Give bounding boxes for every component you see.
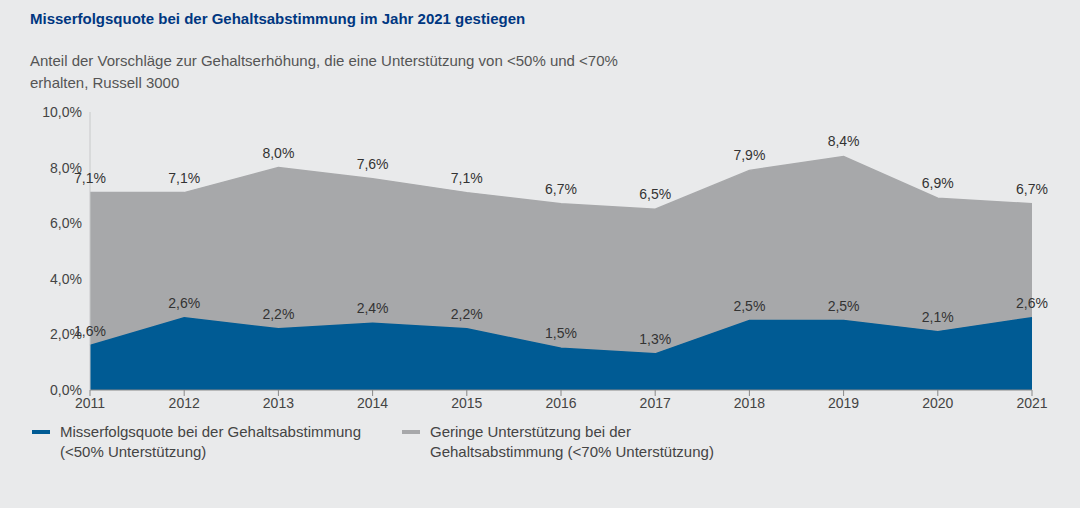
svg-text:6,7%: 6,7% — [545, 181, 577, 197]
svg-text:2,2%: 2,2% — [262, 306, 294, 322]
svg-text:8,4%: 8,4% — [828, 133, 860, 149]
svg-text:2011: 2011 — [74, 394, 106, 411]
svg-text:6,5%: 6,5% — [639, 186, 671, 202]
svg-text:6,7%: 6,7% — [1016, 181, 1048, 197]
svg-text:7,6%: 7,6% — [357, 156, 389, 172]
svg-text:7,1%: 7,1% — [451, 170, 483, 186]
svg-text:10,0%: 10,0% — [42, 104, 82, 120]
svg-text:6,0%: 6,0% — [50, 215, 82, 231]
svg-text:2,2%: 2,2% — [451, 306, 483, 322]
svg-text:2014: 2014 — [357, 395, 388, 411]
svg-text:8,0%: 8,0% — [50, 159, 82, 176]
html-text:Misserfolgsquote bei der Gehal: Misserfolgsquote bei der Gehaltsabstimmu… — [30, 10, 526, 27]
svg-text:2,5%: 2,5% — [828, 298, 860, 314]
svg-text:8,0%: 8,0% — [262, 145, 294, 161]
svg-text:2016: 2016 — [545, 395, 576, 411]
svg-text:2,6%: 2,6% — [1016, 295, 1048, 311]
svg-text:4,0%: 4,0% — [50, 271, 82, 287]
svg-text:2012: 2012 — [169, 395, 200, 411]
svg-text:2019: 2019 — [828, 395, 859, 411]
html-text:Anteil der Vorschläge zur Geha: Anteil der Vorschläge zur Gehaltserhöhun… — [30, 52, 618, 91]
svg-text:2020: 2020 — [922, 395, 953, 411]
svg-text:2018: 2018 — [734, 395, 765, 411]
svg-text:0,0%: 0,0% — [50, 382, 82, 398]
html-text:Misserfolgsquote bei der Gehal: Misserfolgsquote bei der Gehaltsabstimmu… — [60, 423, 361, 460]
svg-text:2,1%: 2,1% — [922, 309, 954, 325]
svg-text:2,0%: 2,0% — [50, 326, 82, 343]
svg-text:2,6%: 2,6% — [168, 295, 200, 311]
svg-text:2015: 2015 — [451, 395, 482, 411]
svg-text:1,3%: 1,3% — [639, 331, 671, 347]
html-text:Geringe Unterstützung bei der: Geringe Unterstützung bei der Gehaltsabs… — [430, 423, 714, 460]
svg-text:2,5%: 2,5% — [733, 298, 765, 314]
svg-text:6,9%: 6,9% — [922, 175, 954, 191]
svg-text:2013: 2013 — [263, 395, 294, 411]
svg-text:1,5%: 1,5% — [545, 325, 577, 341]
svg-text:7,9%: 7,9% — [733, 147, 765, 163]
svg-text:2,4%: 2,4% — [357, 300, 389, 316]
svg-text:1,6%: 1,6% — [74, 323, 106, 339]
svg-text:7,1%: 7,1% — [168, 170, 200, 186]
svg-text:2017: 2017 — [640, 395, 671, 411]
svg-text:7,1%: 7,1% — [74, 170, 106, 186]
svg-text:2021: 2021 — [1016, 395, 1047, 411]
